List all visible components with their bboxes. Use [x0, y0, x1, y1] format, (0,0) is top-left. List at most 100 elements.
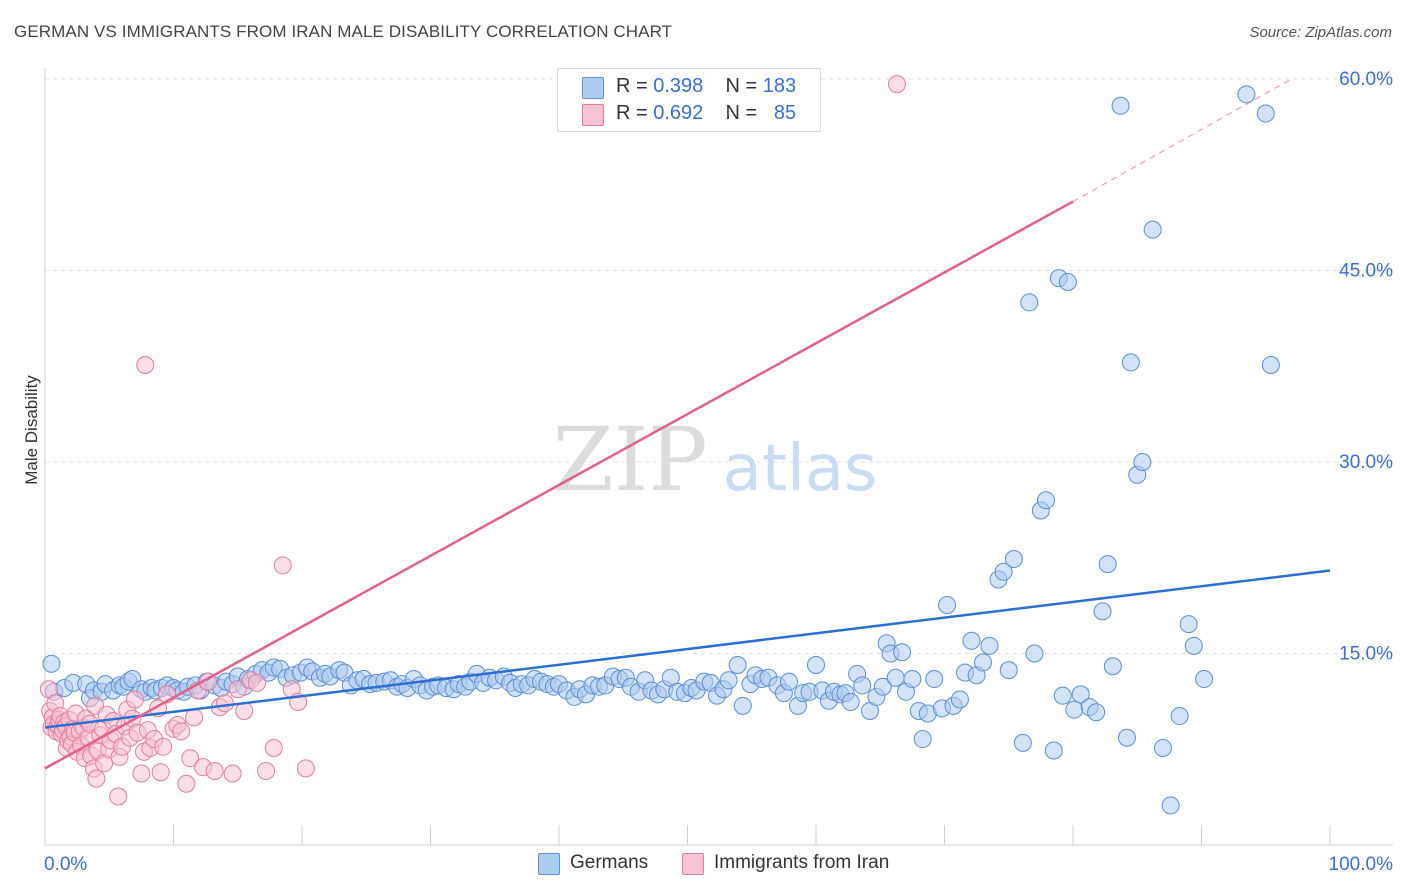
- iran-point: [887, 75, 906, 94]
- watermark-atlas: atlas: [723, 432, 878, 506]
- iran-point: [87, 769, 106, 788]
- x-tick-label-min: 0.0%: [44, 854, 87, 875]
- german-point: [1058, 272, 1077, 291]
- german-point: [807, 655, 825, 674]
- iran-point: [177, 774, 196, 793]
- grid-lines: [45, 78, 1393, 654]
- german-point: [886, 668, 905, 687]
- r-label: R =: [616, 75, 648, 97]
- german-point: [1020, 293, 1039, 312]
- german-point: [1053, 686, 1072, 705]
- german-point: [980, 636, 999, 655]
- y-axis-label: Male Disability: [22, 375, 41, 485]
- german-point: [903, 670, 922, 689]
- iran-point: [215, 694, 234, 713]
- n-label: N =: [725, 102, 758, 124]
- german-point: [1098, 555, 1117, 574]
- german-point: [1087, 703, 1106, 722]
- german-n-value: 183: [762, 75, 797, 97]
- iran-point: [132, 764, 151, 783]
- iran-point: [273, 556, 292, 575]
- iran-point: [264, 738, 283, 757]
- german-point: [1065, 700, 1084, 719]
- iran-point: [151, 763, 170, 782]
- german-point: [1195, 670, 1214, 689]
- iran-point: [181, 749, 200, 768]
- german-swatch-icon: [582, 77, 604, 99]
- german-point: [1093, 602, 1112, 621]
- german-point: [925, 670, 944, 689]
- german-point: [1013, 733, 1032, 752]
- german-point: [728, 655, 747, 674]
- german-point: [1184, 636, 1203, 655]
- german-point: [1121, 353, 1140, 372]
- german-point: [1117, 728, 1136, 747]
- german-point: [841, 693, 860, 712]
- iran-points: [39, 75, 906, 806]
- iran-point: [296, 759, 315, 778]
- r-label: R =: [616, 102, 648, 124]
- german-point: [719, 671, 738, 690]
- german-trend-line: [44, 569, 1331, 729]
- german-point: [1071, 685, 1090, 704]
- german-point: [1103, 657, 1122, 676]
- legend-label-iran: Immigrants from Iran: [714, 852, 890, 873]
- german-r-value: 0.398: [653, 75, 704, 97]
- iran-point: [185, 708, 204, 727]
- german-point: [1237, 85, 1256, 104]
- iran-n-value: 85: [773, 102, 797, 124]
- iran-point: [125, 690, 144, 709]
- iran-r-value: 0.692: [653, 102, 704, 124]
- chart-title: GERMAN VS IMMIGRANTS FROM IRAN MALE DISA…: [14, 22, 673, 41]
- german-point: [42, 654, 61, 673]
- iran-trend-line: [44, 200, 1074, 770]
- iran-swatch-icon: [682, 853, 704, 875]
- tick-labels: 15.0% 30.0% 45.0% 60.0% 0.0% 100.0%: [44, 69, 1393, 875]
- german-point: [1261, 355, 1280, 374]
- iran-point: [257, 761, 276, 780]
- legend-label-germans: Germans: [570, 852, 649, 873]
- iran-swatch-icon: [582, 104, 604, 126]
- german-point: [1153, 738, 1172, 757]
- german-point: [950, 690, 969, 709]
- y-tick-label: 30.0%: [1339, 452, 1393, 473]
- german-point: [1256, 104, 1275, 123]
- iran-trend-extension: [1072, 78, 1292, 203]
- y-tick-label: 60.0%: [1339, 69, 1393, 90]
- german-swatch-icon: [538, 853, 560, 875]
- trend-lines: [44, 78, 1331, 770]
- german-point: [873, 677, 892, 696]
- german-point: [780, 672, 799, 691]
- german-point: [1111, 96, 1130, 115]
- german-point: [938, 595, 957, 614]
- german-point: [1143, 220, 1162, 239]
- german-point: [1161, 796, 1180, 815]
- german-point: [893, 643, 912, 662]
- german-point: [1133, 453, 1152, 471]
- y-axis-label-wrap: Male Disability: [14, 330, 44, 530]
- iran-point: [205, 761, 224, 780]
- german-point: [1037, 491, 1056, 510]
- y-tick-label: 45.0%: [1339, 261, 1393, 282]
- german-point: [1179, 615, 1198, 634]
- german-point: [1170, 707, 1189, 726]
- iran-point: [228, 680, 247, 699]
- german-point: [1004, 550, 1023, 569]
- german-point: [913, 730, 932, 749]
- correlation-legend: R = 0.398 N = 183 R = 0.692 N = 85: [557, 68, 821, 132]
- iran-point: [109, 787, 128, 806]
- watermark-zip: ZIP: [552, 408, 707, 511]
- n-label: N =: [725, 75, 758, 97]
- source-label: Source: ZipAtlas.com: [1249, 24, 1392, 41]
- german-point: [1044, 741, 1063, 760]
- german-point: [994, 562, 1013, 581]
- german-point: [853, 676, 872, 695]
- iran-point: [154, 737, 173, 756]
- german-point: [974, 653, 993, 672]
- x-tick-label-max: 100.0%: [1329, 854, 1394, 875]
- watermark: ZIP atlas: [552, 408, 877, 511]
- german-point: [999, 661, 1018, 680]
- y-tick-label: 15.0%: [1339, 644, 1393, 665]
- german-point: [1025, 644, 1044, 663]
